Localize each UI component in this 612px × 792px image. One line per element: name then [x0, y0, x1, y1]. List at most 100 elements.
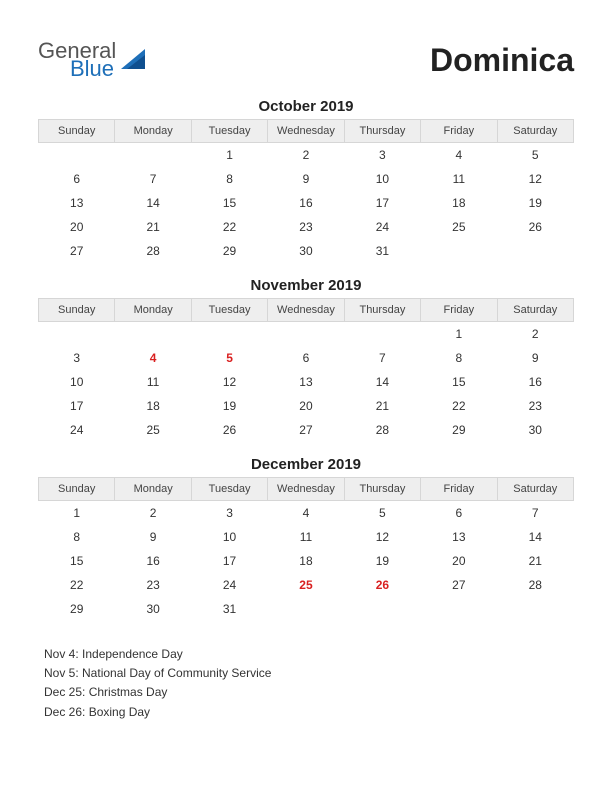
calendar-cell: 4 [268, 501, 344, 526]
calendar-cell: 1 [39, 501, 115, 526]
calendar-cell: 4 [115, 346, 191, 370]
logo-text: General Blue [38, 40, 116, 80]
month-title: October 2019 [38, 98, 574, 115]
day-header: Friday [421, 478, 497, 501]
calendar-cell: 9 [497, 346, 573, 370]
calendar-cell: 31 [344, 239, 420, 263]
calendar-cell: 3 [39, 346, 115, 370]
calendar-cell: 29 [39, 597, 115, 621]
calendar-cell: 20 [39, 215, 115, 239]
calendar-cell: 21 [115, 215, 191, 239]
holiday-entry: Dec 25: Christmas Day [44, 683, 574, 702]
calendar-cell [39, 143, 115, 168]
month-block: October 2019 SundayMondayTuesdayWednesday… [38, 98, 574, 263]
calendar-cell: 18 [115, 394, 191, 418]
calendar-cell: 20 [421, 549, 497, 573]
calendar-row: 2728293031 [39, 239, 574, 263]
calendar-cell: 25 [268, 573, 344, 597]
calendar-row: 3456789 [39, 346, 574, 370]
calendar-cell [497, 597, 573, 621]
calendar-cell: 8 [421, 346, 497, 370]
calendar-cell: 24 [39, 418, 115, 442]
calendar-cell: 27 [39, 239, 115, 263]
calendar-cell: 6 [39, 167, 115, 191]
calendar-cell: 6 [268, 346, 344, 370]
day-header: Wednesday [268, 478, 344, 501]
day-header: Saturday [497, 478, 573, 501]
calendar-cell: 3 [344, 143, 420, 168]
calendar-cell: 16 [497, 370, 573, 394]
calendar-cell: 24 [191, 573, 267, 597]
calendar-cell: 21 [344, 394, 420, 418]
calendar-cell: 26 [191, 418, 267, 442]
day-header: Wednesday [268, 299, 344, 322]
calendar-cell: 7 [344, 346, 420, 370]
calendar-cell: 29 [421, 418, 497, 442]
calendar-cell: 22 [39, 573, 115, 597]
holidays-list: Nov 4: Independence DayNov 5: National D… [38, 645, 574, 722]
calendar-cell: 8 [39, 525, 115, 549]
calendar-cell: 12 [497, 167, 573, 191]
calendar-row: 20212223242526 [39, 215, 574, 239]
calendar-cell: 15 [39, 549, 115, 573]
calendar-cell [39, 322, 115, 347]
calendar-cell: 27 [268, 418, 344, 442]
calendar-cell: 1 [421, 322, 497, 347]
calendar-cell: 28 [344, 418, 420, 442]
logo: General Blue [38, 40, 149, 80]
calendar-cell: 15 [191, 191, 267, 215]
calendar-cell: 30 [268, 239, 344, 263]
holiday-entry: Nov 4: Independence Day [44, 645, 574, 664]
calendar-row: 293031 [39, 597, 574, 621]
calendar-row: 1234567 [39, 501, 574, 526]
calendar-cell: 23 [268, 215, 344, 239]
calendar-cell [497, 239, 573, 263]
calendar-cell [268, 322, 344, 347]
day-header: Monday [115, 299, 191, 322]
logo-triangle-icon [121, 47, 149, 75]
day-header: Sunday [39, 478, 115, 501]
calendar-cell: 24 [344, 215, 420, 239]
calendar-cell: 5 [344, 501, 420, 526]
calendar-table: SundayMondayTuesdayWednesdayThursdayFrid… [38, 119, 574, 263]
day-header: Wednesday [268, 120, 344, 143]
calendar-cell: 3 [191, 501, 267, 526]
calendar-cell: 6 [421, 501, 497, 526]
calendar-cell: 2 [497, 322, 573, 347]
month-block: November 2019 SundayMondayTuesdayWednesda… [38, 277, 574, 442]
calendar-cell: 26 [344, 573, 420, 597]
calendar-cell: 10 [344, 167, 420, 191]
calendar-cell: 17 [191, 549, 267, 573]
day-header: Tuesday [191, 299, 267, 322]
calendar-cell [115, 322, 191, 347]
calendar-cell: 19 [497, 191, 573, 215]
calendar-cell: 5 [191, 346, 267, 370]
calendar-cell [421, 597, 497, 621]
calendar-cell: 30 [115, 597, 191, 621]
month-title: November 2019 [38, 277, 574, 294]
calendar-cell: 11 [421, 167, 497, 191]
calendar-cell: 10 [191, 525, 267, 549]
day-header: Monday [115, 478, 191, 501]
calendar-cell: 17 [39, 394, 115, 418]
day-header: Tuesday [191, 120, 267, 143]
calendar-cell [268, 597, 344, 621]
day-header: Friday [421, 299, 497, 322]
calendar-cell [191, 322, 267, 347]
day-header: Saturday [497, 299, 573, 322]
header: General Blue Dominica [38, 40, 574, 80]
day-header: Sunday [39, 299, 115, 322]
calendar-cell: 28 [497, 573, 573, 597]
calendar-cell: 5 [497, 143, 573, 168]
calendar-cell: 13 [421, 525, 497, 549]
calendar-cell: 14 [115, 191, 191, 215]
day-header: Thursday [344, 120, 420, 143]
calendar-cell: 18 [421, 191, 497, 215]
calendar-cell: 11 [115, 370, 191, 394]
calendar-row: 12345 [39, 143, 574, 168]
calendar-row: 17181920212223 [39, 394, 574, 418]
calendar-cell: 10 [39, 370, 115, 394]
calendar-cell: 30 [497, 418, 573, 442]
day-header: Monday [115, 120, 191, 143]
calendar-cell: 22 [191, 215, 267, 239]
